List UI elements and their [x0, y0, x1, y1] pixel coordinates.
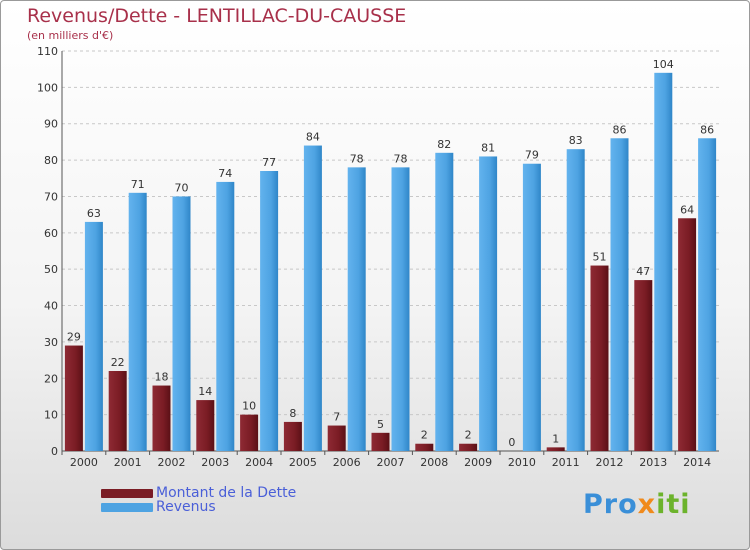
data-label-revenus: 71 [131, 178, 145, 191]
data-label-revenus: 86 [613, 123, 627, 136]
data-label-revenus: 77 [262, 156, 276, 169]
proxiti-logo: Proxiti [583, 489, 691, 520]
bar-dette [459, 443, 478, 451]
bar-dette [415, 443, 434, 451]
x-tick-label: 2010 [508, 456, 536, 469]
data-label-dette: 8 [289, 407, 296, 420]
y-tick-label: 100 [37, 81, 58, 94]
data-label-revenus: 78 [350, 152, 364, 165]
x-tick-label: 2007 [377, 456, 405, 469]
bar-revenus [610, 138, 629, 452]
bar-revenus [84, 221, 103, 451]
data-label-revenus: 74 [218, 167, 232, 180]
bar-dette [196, 400, 215, 451]
y-tick-label: 90 [44, 118, 58, 131]
data-label-dette: 5 [377, 418, 384, 431]
bar-revenus [654, 72, 673, 452]
bar-revenus [303, 145, 322, 451]
bar-dette [371, 432, 390, 451]
data-label-dette: 0 [508, 436, 515, 449]
y-tick-label: 40 [44, 300, 58, 313]
logo-part-3: iti [656, 489, 691, 520]
bar-revenus [435, 152, 454, 451]
x-tick-label: 2012 [596, 456, 624, 469]
data-label-dette: 47 [636, 265, 650, 278]
bar-revenus [522, 163, 541, 451]
data-label-dette: 1 [552, 432, 559, 445]
data-label-revenus: 81 [481, 141, 495, 154]
chart-title: Revenus/Dette - LENTILLAC-DU-CAUSSE [27, 5, 407, 27]
y-tick-label: 50 [44, 263, 58, 276]
data-label-revenus: 86 [700, 123, 714, 136]
x-tick-label: 2005 [289, 456, 317, 469]
y-tick-label: 60 [44, 227, 58, 240]
data-label-dette: 29 [67, 331, 81, 344]
logo-part-1: Pro [583, 489, 638, 520]
bar-dette [152, 385, 171, 451]
data-label-revenus: 83 [569, 134, 583, 147]
data-label-dette: 64 [680, 203, 694, 216]
bar-dette [590, 265, 609, 451]
legend-label-revenus: Revenus [156, 499, 216, 515]
data-label-revenus: 63 [87, 207, 101, 220]
bar-dette [240, 414, 259, 451]
bar-revenus [479, 156, 498, 452]
x-tick-label: 2006 [333, 456, 361, 469]
y-tick-label: 70 [44, 190, 58, 203]
x-tick-label: 2011 [552, 456, 580, 469]
x-tick-label: 2002 [158, 456, 186, 469]
data-label-dette: 2 [421, 429, 428, 442]
x-tick-label: 2008 [420, 456, 448, 469]
data-label-revenus: 79 [525, 149, 539, 162]
data-label-dette: 2 [465, 429, 472, 442]
legend-swatch-revenus [101, 503, 153, 512]
bar-dette [64, 345, 83, 451]
y-tick-label: 10 [44, 409, 58, 422]
chart-subtitle: (en milliers d'€) [27, 29, 114, 42]
bar-dette [108, 371, 127, 451]
data-label-dette: 10 [242, 400, 256, 413]
x-tick-label: 2013 [639, 456, 667, 469]
bar-revenus [391, 167, 410, 451]
legend-swatch-dette [101, 489, 153, 498]
data-label-revenus: 78 [394, 152, 408, 165]
bar-revenus [347, 167, 366, 451]
x-tick-label: 2004 [245, 456, 273, 469]
data-label-dette: 22 [111, 356, 125, 369]
y-tick-label: 0 [51, 445, 58, 458]
data-label-dette: 7 [333, 411, 340, 424]
bar-revenus [260, 171, 279, 451]
y-tick-label: 20 [44, 372, 58, 385]
bar-revenus [216, 181, 235, 451]
y-tick-label: 30 [44, 336, 58, 349]
y-tick-label: 80 [44, 154, 58, 167]
bar-dette [546, 447, 565, 451]
data-label-dette: 51 [593, 251, 607, 264]
x-tick-label: 2003 [201, 456, 229, 469]
data-label-dette: 14 [198, 385, 212, 398]
logo-part-2: x [637, 489, 657, 520]
bar-dette [678, 218, 697, 451]
data-label-revenus: 82 [437, 138, 451, 151]
bar-revenus [698, 138, 717, 452]
bar-dette [283, 421, 302, 451]
y-tick-label: 110 [37, 45, 58, 58]
data-label-dette: 18 [155, 371, 169, 384]
data-label-revenus: 84 [306, 131, 320, 144]
data-label-revenus: 104 [653, 58, 674, 71]
bar-dette [634, 280, 653, 451]
x-tick-label: 2001 [114, 456, 142, 469]
bar-revenus [128, 192, 147, 451]
bar-revenus [172, 196, 191, 451]
bar-revenus [566, 149, 585, 451]
x-tick-label: 2014 [683, 456, 711, 469]
bar-dette [327, 425, 346, 451]
legend-label-dette: Montant de la Dette [156, 485, 297, 501]
x-tick-label: 2009 [464, 456, 492, 469]
data-label-revenus: 70 [175, 181, 189, 194]
x-tick-label: 2000 [70, 456, 98, 469]
